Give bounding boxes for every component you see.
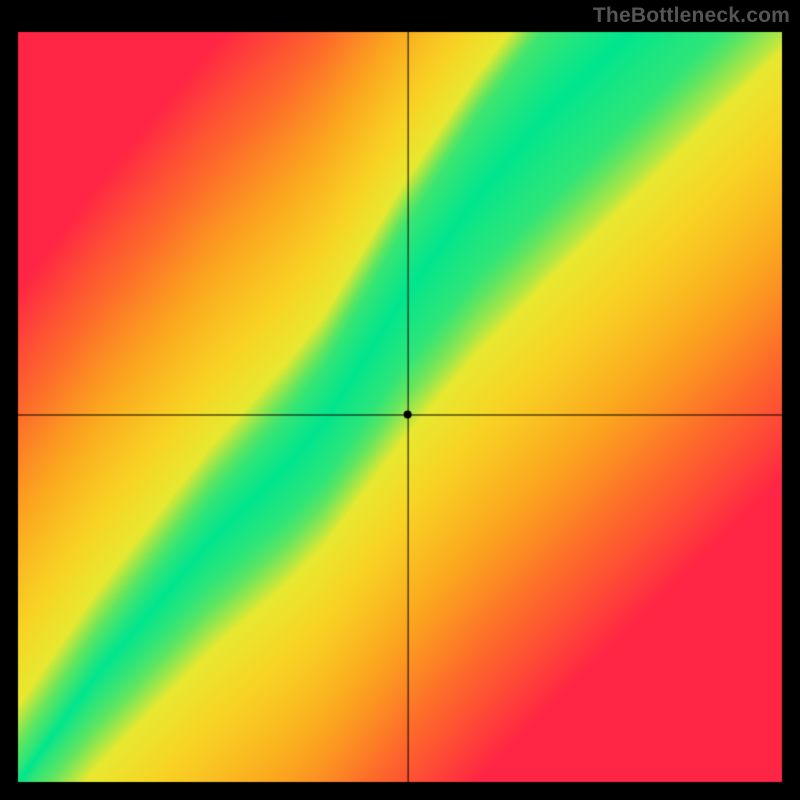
bottleneck-chart: TheBottleneck.com <box>0 0 800 800</box>
heatmap-canvas <box>0 0 800 800</box>
watermark-text: TheBottleneck.com <box>593 4 790 28</box>
